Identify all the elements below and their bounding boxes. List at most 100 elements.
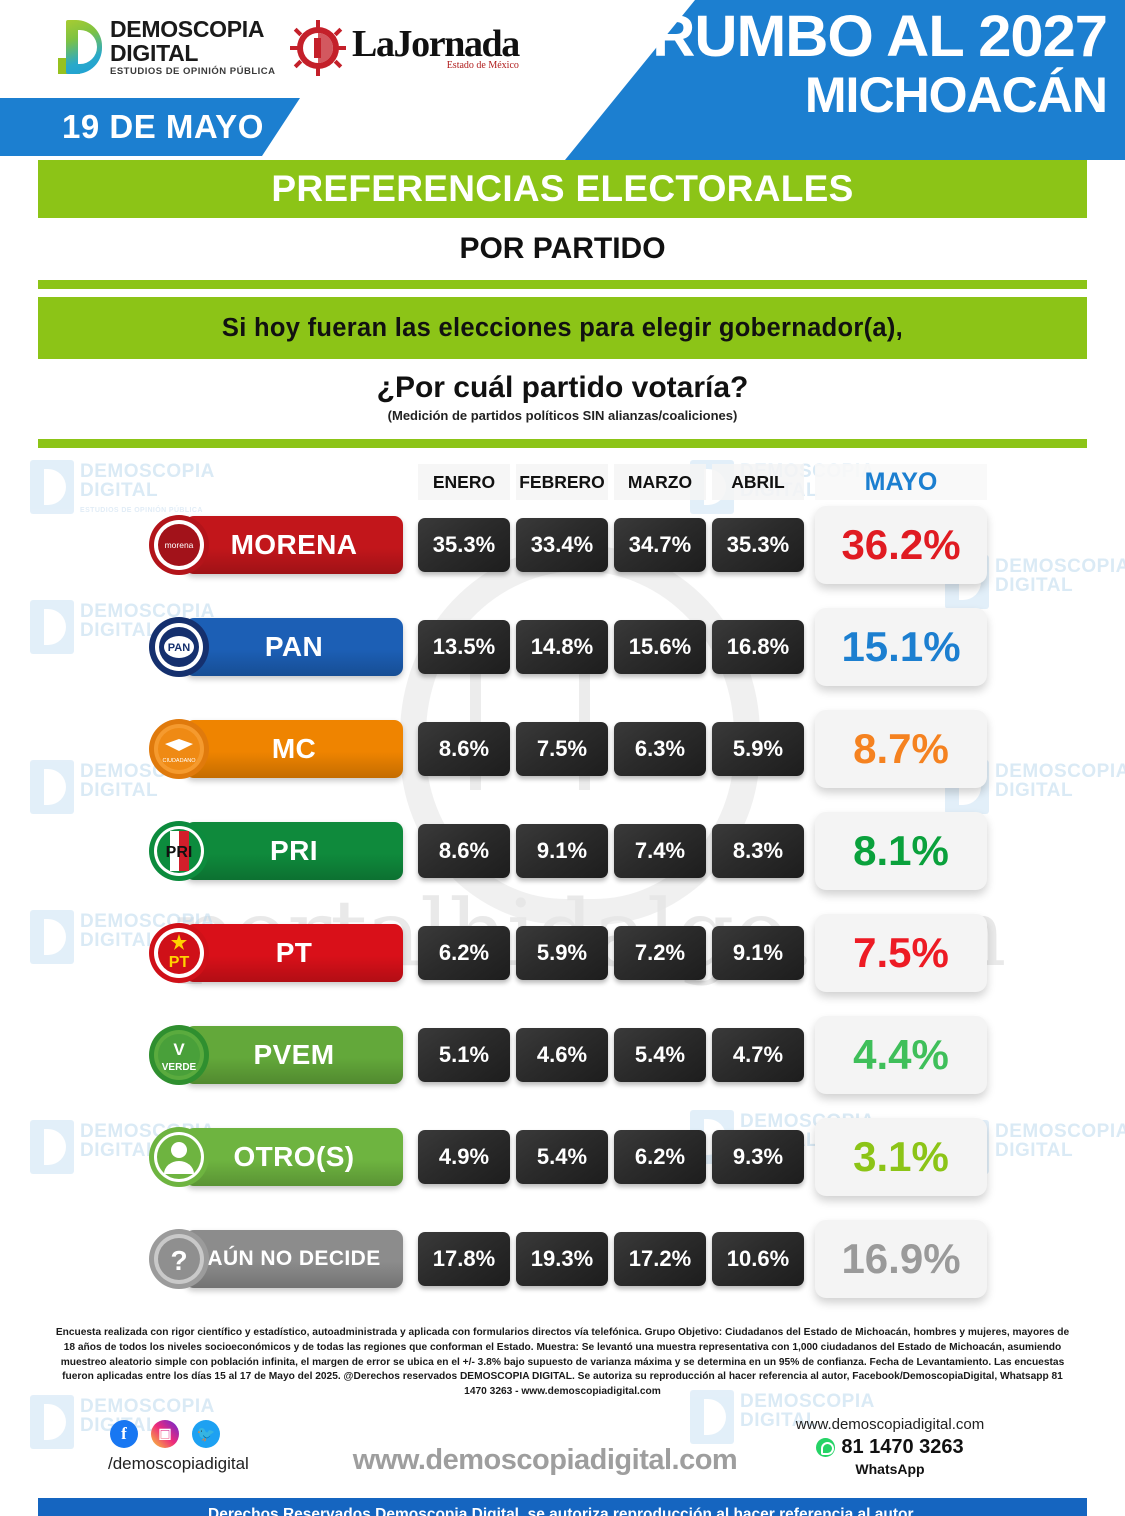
svg-text:?: ?	[170, 1245, 187, 1276]
cell-febrero-pri: 9.1%	[516, 824, 608, 878]
cell-marzo-mc: 6.3%	[614, 722, 706, 776]
cell-abril-morena: 35.3%	[712, 518, 804, 572]
cell-abril-pt: 9.1%	[712, 926, 804, 980]
cell-febrero-morena: 33.4%	[516, 518, 608, 572]
svg-text:morena: morena	[165, 540, 194, 550]
divider-green	[38, 280, 1087, 289]
svg-text:PAN: PAN	[168, 642, 190, 654]
column-header-enero: ENERO	[418, 464, 510, 500]
cell-enero-a-n-no-decide: 17.8%	[418, 1232, 510, 1286]
table-row: PRI PRI 8.6% 9.1% 7.4% 8.3% 8.1%	[0, 806, 1087, 908]
social-handle[interactable]: /demoscopiadigital	[108, 1453, 249, 1473]
footer-social: f ▣ 🐦 /demoscopiadigital www.demoscopiad…	[0, 1406, 1125, 1498]
table-row: CIUDADANO MC 8.6% 7.5% 6.3% 5.9% 8.7%	[0, 704, 1087, 806]
social-icons[interactable]: f ▣ 🐦	[110, 1419, 220, 1448]
cell-abril-pan: 16.8%	[712, 620, 804, 674]
cell-marzo-pvem: 5.4%	[614, 1028, 706, 1082]
twitter-icon[interactable]: 🐦	[192, 1419, 220, 1448]
table-row: V VERDE PVEM 5.1% 4.6% 5.4% 4.7% 4.4%	[0, 1010, 1087, 1112]
cell-abril-otro-s-: 9.3%	[712, 1130, 804, 1184]
cell-mayo-mc: 8.7%	[815, 710, 987, 788]
demoscopia-logo: DEMOSCOPIA DIGITAL ESTUDIOS DE OPINIÓN P…	[58, 18, 276, 77]
footer-phone-label: WhatsApp	[855, 1460, 925, 1477]
footer-phone: 81 1470 3263	[841, 1435, 964, 1458]
cell-enero-otro-s-: 4.9%	[418, 1130, 510, 1184]
svg-text:CIUDADANO: CIUDADANO	[162, 758, 196, 764]
lajornada-logo: LaJornada Estado de México	[290, 20, 520, 76]
svg-text:PRI: PRI	[166, 844, 193, 861]
date-badge: 19 DE MAYO	[0, 98, 300, 156]
pt-logo: PT	[148, 922, 210, 984]
table-column-headers: ENERO FEBRERO MARZO ABRIL MAYO	[418, 464, 1087, 500]
pri-logo: PRI	[148, 820, 210, 882]
instagram-icon[interactable]: ▣	[151, 1419, 179, 1448]
section-title: PREFERENCIAS ELECTORALES	[38, 160, 1087, 218]
party-label-pan: PAN	[185, 618, 403, 676]
column-header-mayo: MAYO	[815, 464, 987, 500]
svg-text:PT: PT	[169, 954, 190, 971]
party-label-pt: PT	[185, 924, 403, 982]
page-header: DEMOSCOPIA DIGITAL ESTUDIOS DE OPINIÓN P…	[0, 0, 1125, 160]
question-note: (Medición de partidos políticos SIN alia…	[387, 408, 738, 423]
cell-marzo-pri: 7.4%	[614, 824, 706, 878]
cell-febrero-pvem: 4.6%	[516, 1028, 608, 1082]
table-row: morena MORENA 35.3% 33.4% 34.7% 35.3% 36.2%	[0, 500, 1087, 602]
column-header-marzo: MARZO	[614, 464, 706, 500]
cell-enero-pvem: 5.1%	[418, 1028, 510, 1082]
party-label-pvem: PVEM	[185, 1026, 403, 1084]
cell-marzo-morena: 34.7%	[614, 518, 706, 572]
question-icon: ?	[148, 1228, 210, 1290]
cell-enero-pt: 6.2%	[418, 926, 510, 980]
column-header-febrero: FEBRERO	[516, 464, 608, 500]
cell-marzo-pan: 15.6%	[614, 620, 706, 674]
footer-website-right[interactable]: www.demoscopiadigital.com	[795, 1415, 985, 1433]
pan-logo: PAN	[148, 616, 210, 678]
demoscopia-logo-text: DEMOSCOPIA DIGITAL ESTUDIOS DE OPINIÓN P…	[110, 16, 276, 77]
rights-bar: Derechos Reservados Demoscopia Digital, …	[38, 1497, 1087, 1516]
footer-website-center[interactable]: www.demoscopiadigital.com	[352, 1443, 738, 1476]
cell-mayo-pan: 15.1%	[815, 608, 987, 686]
column-header-abril: ABRIL	[712, 464, 804, 500]
footer-phone-row[interactable]: 81 1470 3263	[765, 1436, 1015, 1459]
table-row: PAN PAN 13.5% 14.8% 15.6% 16.8% 15.1%	[0, 602, 1087, 704]
cell-mayo-pri: 8.1%	[815, 812, 987, 890]
cell-mayo-a-n-no-decide: 16.9%	[815, 1220, 987, 1298]
cell-mayo-morena: 36.2%	[815, 506, 987, 584]
cell-febrero-a-n-no-decide: 19.3%	[516, 1232, 608, 1286]
footer-contact: www.demoscopiadigital.com 81 1470 3263 W…	[765, 1416, 1015, 1477]
question-line-2: ¿Por cuál partido votaría?	[376, 371, 749, 404]
cell-marzo-otro-s-: 6.2%	[614, 1130, 706, 1184]
question-line-1: Si hoy fueran las elecciones para elegir…	[38, 297, 1087, 359]
lajornada-logo-text: LaJornada Estado de México	[352, 23, 520, 71]
party-label-otro-s-: OTRO(S)	[185, 1128, 403, 1186]
cell-abril-pvem: 4.7%	[712, 1028, 804, 1082]
party-label-morena: MORENA	[185, 516, 403, 574]
table-row: ? AÚN NO DECIDE 17.8% 19.3% 17.2% 10.6% 16.9%	[0, 1214, 1087, 1316]
gear-icon	[290, 20, 346, 76]
question-block: ¿Por cuál partido votaría? (Medición de …	[38, 359, 1087, 431]
table-row: OTRO(S) 4.9% 5.4% 6.2% 9.3% 3.1%	[0, 1112, 1087, 1214]
table-row: PT PT 6.2% 5.9% 7.2% 9.1% 7.5%	[0, 908, 1087, 1010]
table-rows: morena MORENA 35.3% 33.4% 34.7% 35.3% 36.2% PAN…	[0, 500, 1125, 1316]
cell-abril-pri: 8.3%	[712, 824, 804, 878]
cell-enero-pri: 8.6%	[418, 824, 510, 878]
facebook-icon[interactable]: f	[110, 1419, 138, 1448]
pvem-logo: V VERDE	[148, 1024, 210, 1086]
party-label-pri: PRI	[185, 822, 403, 880]
cell-febrero-otro-s-: 5.4%	[516, 1130, 608, 1184]
cell-enero-pan: 13.5%	[418, 620, 510, 674]
subsection-title: POR PARTIDO	[38, 218, 1087, 280]
cell-abril-a-n-no-decide: 10.6%	[712, 1232, 804, 1286]
cell-enero-morena: 35.3%	[418, 518, 510, 572]
cell-marzo-a-n-no-decide: 17.2%	[614, 1232, 706, 1286]
whatsapp-icon	[816, 1437, 836, 1457]
mc-logo: CIUDADANO	[148, 718, 210, 780]
cell-febrero-mc: 7.5%	[516, 722, 608, 776]
cell-mayo-pt: 7.5%	[815, 914, 987, 992]
cell-febrero-pan: 14.8%	[516, 620, 608, 674]
svg-text:V: V	[173, 1040, 185, 1059]
divider-green-bottom	[38, 439, 1087, 448]
cell-mayo-pvem: 4.4%	[815, 1016, 987, 1094]
cell-marzo-pt: 7.2%	[614, 926, 706, 980]
